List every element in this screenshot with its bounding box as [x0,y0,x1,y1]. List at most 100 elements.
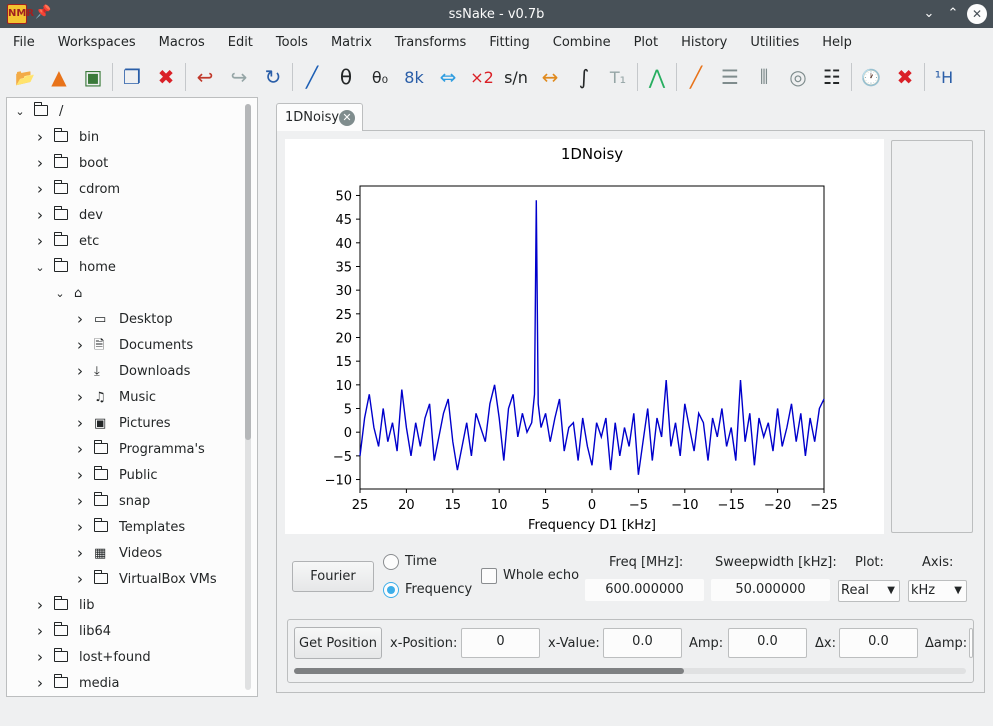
sweepwidth-input[interactable]: 50.000000 [711,579,830,601]
menu-edit[interactable]: Edit [227,35,253,50]
zero-order-phase-icon[interactable]: ╱ [305,65,319,89]
tree-item[interactable]: › Templates [73,514,185,540]
damp-input[interactable] [969,628,973,658]
tree-item[interactable]: › lib64 [33,618,111,644]
tree-item[interactable]: › lost+found [33,644,151,670]
x-position-input[interactable]: 0 [461,628,540,658]
get-position-button[interactable]: Get Position [294,627,382,659]
tree-item[interactable]: ⌄ ⌂ [53,280,99,306]
tree-item[interactable]: › dev [33,202,103,228]
tree-item[interactable]: ⌄ / [13,98,63,124]
menu-help[interactable]: Help [822,35,852,50]
t1-icon[interactable]: T₁ [609,67,627,87]
line-icon[interactable]: ╱ [689,65,703,89]
close-window-icon[interactable]: ✕ [967,4,987,24]
shift-icon[interactable]: ⇔ [439,65,457,89]
array-icon[interactable]: ⦀ [759,65,769,89]
chevron-right-icon[interactable]: › [37,154,43,172]
nucleus-icon[interactable]: ¹H [934,67,954,87]
tree-item[interactable]: ⌄ home [33,254,116,280]
close-workspace-icon[interactable]: ✖ [896,65,914,89]
redo-icon[interactable]: ↪ [230,65,248,89]
chevron-right-icon[interactable]: › [37,232,43,250]
chevron-right-icon[interactable]: › [77,414,83,432]
chevron-right-icon[interactable]: › [77,544,83,562]
reload-icon[interactable]: ↻ [264,65,282,89]
chevron-right-icon[interactable]: › [77,518,83,536]
tree-item[interactable]: › ▣ Pictures [73,410,170,436]
matlab-icon[interactable]: ▲ [51,65,67,89]
chevron-right-icon[interactable]: › [37,596,43,614]
maximize-icon[interactable]: ⌃ [947,6,959,21]
menu-macros[interactable]: Macros [158,35,205,50]
chevron-right-icon[interactable]: › [77,440,83,458]
stack-icon[interactable]: ☰ [721,65,739,89]
duplicate-icon[interactable]: ❐ [123,65,141,89]
plot-select[interactable]: Real ▼ [838,580,900,602]
chevron-right-icon[interactable]: › [37,648,43,666]
delete-icon[interactable]: ✖ [157,65,175,89]
menu-transforms[interactable]: Transforms [394,35,467,50]
frequency-radio[interactable] [383,582,399,598]
tree-item[interactable]: › ▦ Videos [73,540,162,566]
tab-close-icon[interactable]: ✕ [339,110,355,126]
tree-scrollbar-thumb[interactable] [245,104,251,440]
menu-combine[interactable]: Combine [552,35,611,50]
tree-item[interactable]: › boot [33,150,108,176]
chevron-right-icon[interactable]: › [37,180,43,198]
fourier-button[interactable]: Fourier [292,561,374,592]
menu-history[interactable]: History [681,35,728,50]
tree-item[interactable]: › media [33,670,120,696]
chevron-right-icon[interactable]: › [77,570,83,588]
chevron-down-icon[interactable]: ⌄ [35,260,45,274]
tree-item[interactable]: › Programma's [73,436,205,462]
open-folder-icon[interactable]: 📂 [15,67,35,87]
chevron-down-icon[interactable]: ⌄ [55,286,65,300]
menu-fitting[interactable]: Fitting [489,35,530,50]
menu-plot[interactable]: Plot [633,35,659,50]
whole-echo-checkbox[interactable] [481,568,497,584]
chevron-right-icon[interactable]: › [77,466,83,484]
chevron-right-icon[interactable]: › [37,128,43,146]
axis-select[interactable]: kHz ▼ [908,580,967,602]
position-scrollbar[interactable] [294,668,966,674]
peak-fit-icon[interactable]: ⋀ [648,65,666,89]
tree-item[interactable]: › 🗎 Documents [73,332,193,358]
tree-item[interactable]: › snap [73,488,150,514]
tree-item[interactable]: › VirtualBox VMs [73,566,217,592]
chevron-down-icon[interactable]: ⌄ [15,104,25,118]
tree-item[interactable]: › cdrom [33,176,120,202]
position-scrollbar-thumb[interactable] [294,668,684,674]
list-icon[interactable]: ☷ [823,65,841,89]
minimize-icon[interactable]: ⌄ [923,6,935,21]
width-icon[interactable]: ↔ [541,65,559,89]
tree-item[interactable]: › ♫ Music [73,384,156,410]
phase-zero-icon[interactable]: θ₀ [371,67,389,87]
file-tree[interactable]: ⌄ / › bin › boot › cdrom › dev › etc ⌄ home ⌄ ⌂ › ▭ Deskto… [6,97,258,697]
menu-utilities[interactable]: Utilities [750,35,800,50]
tree-item[interactable]: › etc [33,228,99,254]
contour-icon[interactable]: ◎ [789,65,807,89]
time-radio[interactable] [383,554,399,570]
chevron-right-icon[interactable]: › [77,336,83,354]
tree-scrollbar[interactable] [245,104,251,690]
chevron-right-icon[interactable]: › [77,362,83,380]
size-icon[interactable]: 8k [404,67,424,87]
chevron-right-icon[interactable]: › [37,674,43,692]
chevron-right-icon[interactable]: › [37,206,43,224]
tree-item[interactable]: › ⤓ Downloads [73,358,190,384]
history-icon[interactable]: 🕐 [861,67,881,87]
tree-item[interactable]: › ▭ Desktop [73,306,173,332]
menu-tools[interactable]: Tools [275,35,308,50]
tab-1dnoisy[interactable]: 1DNoisy ✕ [276,103,363,131]
integrate-icon[interactable]: ∫ [578,65,590,89]
chevron-right-icon[interactable]: › [77,310,83,328]
x-value-input[interactable]: 0.0 [603,628,682,658]
pin-icon[interactable]: 📌 [35,5,52,20]
menu-file[interactable]: File [13,35,35,50]
tree-item[interactable]: › Public [73,462,157,488]
dx-input[interactable]: 0.0 [839,628,918,658]
plot-canvas[interactable]: 1DNoisy 25 20 15 10 5 0 −5 −10 −15 −20 −25 −10 −5 0 5 10… [285,139,884,534]
undo-icon[interactable]: ↩ [196,65,214,89]
